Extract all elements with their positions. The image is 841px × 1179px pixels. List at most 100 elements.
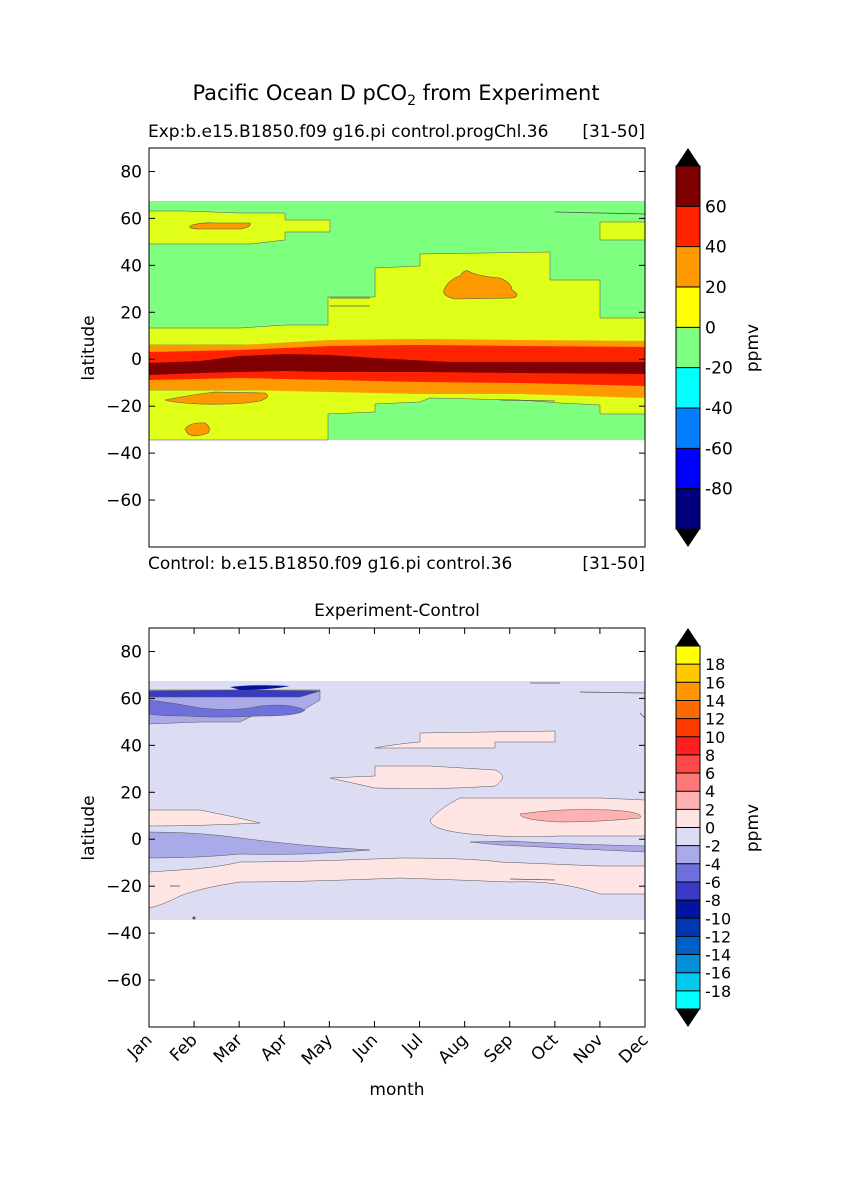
y-tick-label: 60 — [120, 689, 142, 709]
colorbar-segment — [676, 287, 700, 328]
y-tick-label: 80 — [120, 162, 142, 182]
colorbar-segment — [676, 827, 700, 846]
colorbar-tick-label: 0 — [705, 819, 715, 838]
y-tick-label: 60 — [120, 209, 142, 229]
y-tick-label: −40 — [106, 444, 142, 464]
colorbar-tick-label: -20 — [705, 359, 733, 379]
y-tick-label: −20 — [106, 397, 142, 417]
colorbar-tick-label: 0 — [705, 318, 716, 338]
colorbar-segment — [676, 646, 700, 665]
top-subplot: Exp:b.e15.B1850.f09 g16.pi control.progC… — [79, 122, 763, 574]
x-tick-label: Jun — [348, 1030, 382, 1064]
colorbar-tick-label: 10 — [705, 728, 725, 747]
colorbar-segment — [676, 845, 700, 864]
top-ylabel: latitude — [79, 315, 99, 380]
colorbar-segment — [676, 488, 700, 529]
top-region-20-40-patch-aug — [443, 270, 518, 300]
top-region-60-80-eq — [149, 354, 645, 375]
colorbar-tick-label: -10 — [705, 909, 731, 928]
y-tick-label: −40 — [106, 924, 142, 944]
colorbar-segment — [676, 791, 700, 810]
bottom-region-neg4-neg2-eq — [148, 831, 371, 859]
y-tick-label: −60 — [106, 491, 142, 511]
top-title-left: Exp:b.e15.B1850.f09 g16.pi control.progC… — [148, 122, 548, 142]
bottom-y-axis: 80 60 40 20 0 −20 −40 −60 — [106, 642, 645, 991]
top-colorbar-label: ppmv — [743, 324, 763, 372]
colorbar-tick-label: -6 — [705, 873, 721, 892]
bottom-subplot: Experiment-Control — [79, 601, 763, 1100]
bottom-ylabel: latitude — [79, 795, 99, 860]
top-region-0-20-south — [148, 389, 646, 441]
top-colorbar: 60 40 20 0 -20 -40 -60 -80 — [675, 148, 733, 547]
y-tick-label: 0 — [131, 350, 142, 370]
colorbar-segment — [676, 990, 700, 1009]
x-tick-label: Aug — [435, 1030, 473, 1068]
colorbar-tick-label: 14 — [705, 691, 725, 710]
top-region-20-40-patch-south — [164, 391, 268, 405]
colorbar-tick-label: 16 — [705, 673, 725, 692]
x-tick-label: Apr — [257, 1030, 292, 1065]
top-region-20-40-patch-north — [189, 222, 251, 230]
figure-suptitle: Pacific Ocean D pCO2 from Experiment — [192, 81, 599, 109]
top-region-20-40-patch-sw — [184, 422, 210, 437]
colorbar-tick-label: -8 — [705, 891, 721, 910]
colorbar-segment — [676, 246, 700, 287]
colorbar-segment — [676, 700, 700, 719]
colorbar-segment — [676, 664, 700, 683]
colorbar-tick-label: 2 — [705, 800, 715, 819]
colorbar-tick-label: -80 — [705, 480, 733, 500]
colorbar-segment — [676, 881, 700, 901]
colorbar-segment — [676, 863, 700, 882]
top-title-right: [31-50] — [582, 122, 645, 142]
colorbar-frame — [675, 165, 701, 530]
colorbar-extend-over — [676, 148, 700, 166]
bottom-region-2-4 — [519, 809, 641, 823]
colorbar-segment — [676, 936, 700, 955]
y-tick-label: 40 — [120, 736, 142, 756]
x-tick-label: Oct — [527, 1030, 562, 1065]
x-tick-label: Feb — [166, 1030, 201, 1065]
bottom-plot-area — [148, 627, 646, 1028]
colorbar-tick-label: -2 — [705, 837, 721, 856]
colorbar-tick-label: 40 — [705, 238, 727, 258]
x-tick-label: Nov — [570, 1030, 608, 1068]
x-tick-label: Jan — [123, 1030, 156, 1063]
colorbar-tick-label: 20 — [705, 278, 727, 298]
bottom-region-0-2-patch-jul — [329, 765, 503, 789]
colorbar-segment — [676, 972, 700, 991]
colorbar-segment — [676, 736, 700, 755]
colorbar-tick-label: -12 — [705, 927, 731, 946]
colorbar-tick-label: 12 — [705, 710, 725, 729]
colorbar-tick-label: 6 — [705, 764, 715, 783]
y-tick-label: 20 — [120, 783, 142, 803]
top-footer-left: Control: b.e15.B1850.f09 g16.pi control.… — [148, 554, 512, 574]
colorbar-tick-label: -4 — [705, 855, 721, 874]
colorbar-tick-label: 8 — [705, 746, 715, 765]
y-tick-label: 80 — [120, 642, 142, 662]
y-tick-label: 20 — [120, 303, 142, 323]
colorbar-segment — [676, 754, 700, 774]
x-tick-label: May — [298, 1030, 337, 1069]
colorbar-segment — [676, 367, 700, 408]
bottom-region-neg10-neg8-north — [230, 685, 290, 690]
bottom-region-0-2-band-jul — [374, 730, 556, 749]
x-tick-label: Jul — [398, 1030, 427, 1059]
bottom-title: Experiment-Control — [314, 601, 480, 621]
colorbar-segment — [676, 954, 700, 973]
colorbar-tick-label: -18 — [705, 982, 731, 1001]
bottom-xlabel: month — [369, 1080, 424, 1100]
top-footer-right: [31-50] — [582, 554, 645, 574]
colorbar-segment — [676, 918, 700, 937]
colorbar-tick-label: 4 — [705, 782, 715, 801]
top-plot-area — [148, 147, 646, 548]
y-tick-label: −60 — [106, 971, 142, 991]
colorbar-tick-label: 18 — [705, 655, 725, 674]
colorbar-segment — [676, 206, 700, 247]
colorbar-segment — [676, 718, 700, 737]
bottom-region-0-2-jan — [148, 809, 261, 827]
x-tick-label: Dec — [615, 1030, 652, 1067]
colorbar-segment — [676, 448, 700, 489]
colorbar-tick-label: -40 — [705, 399, 733, 419]
colorbar-segment — [676, 773, 700, 792]
